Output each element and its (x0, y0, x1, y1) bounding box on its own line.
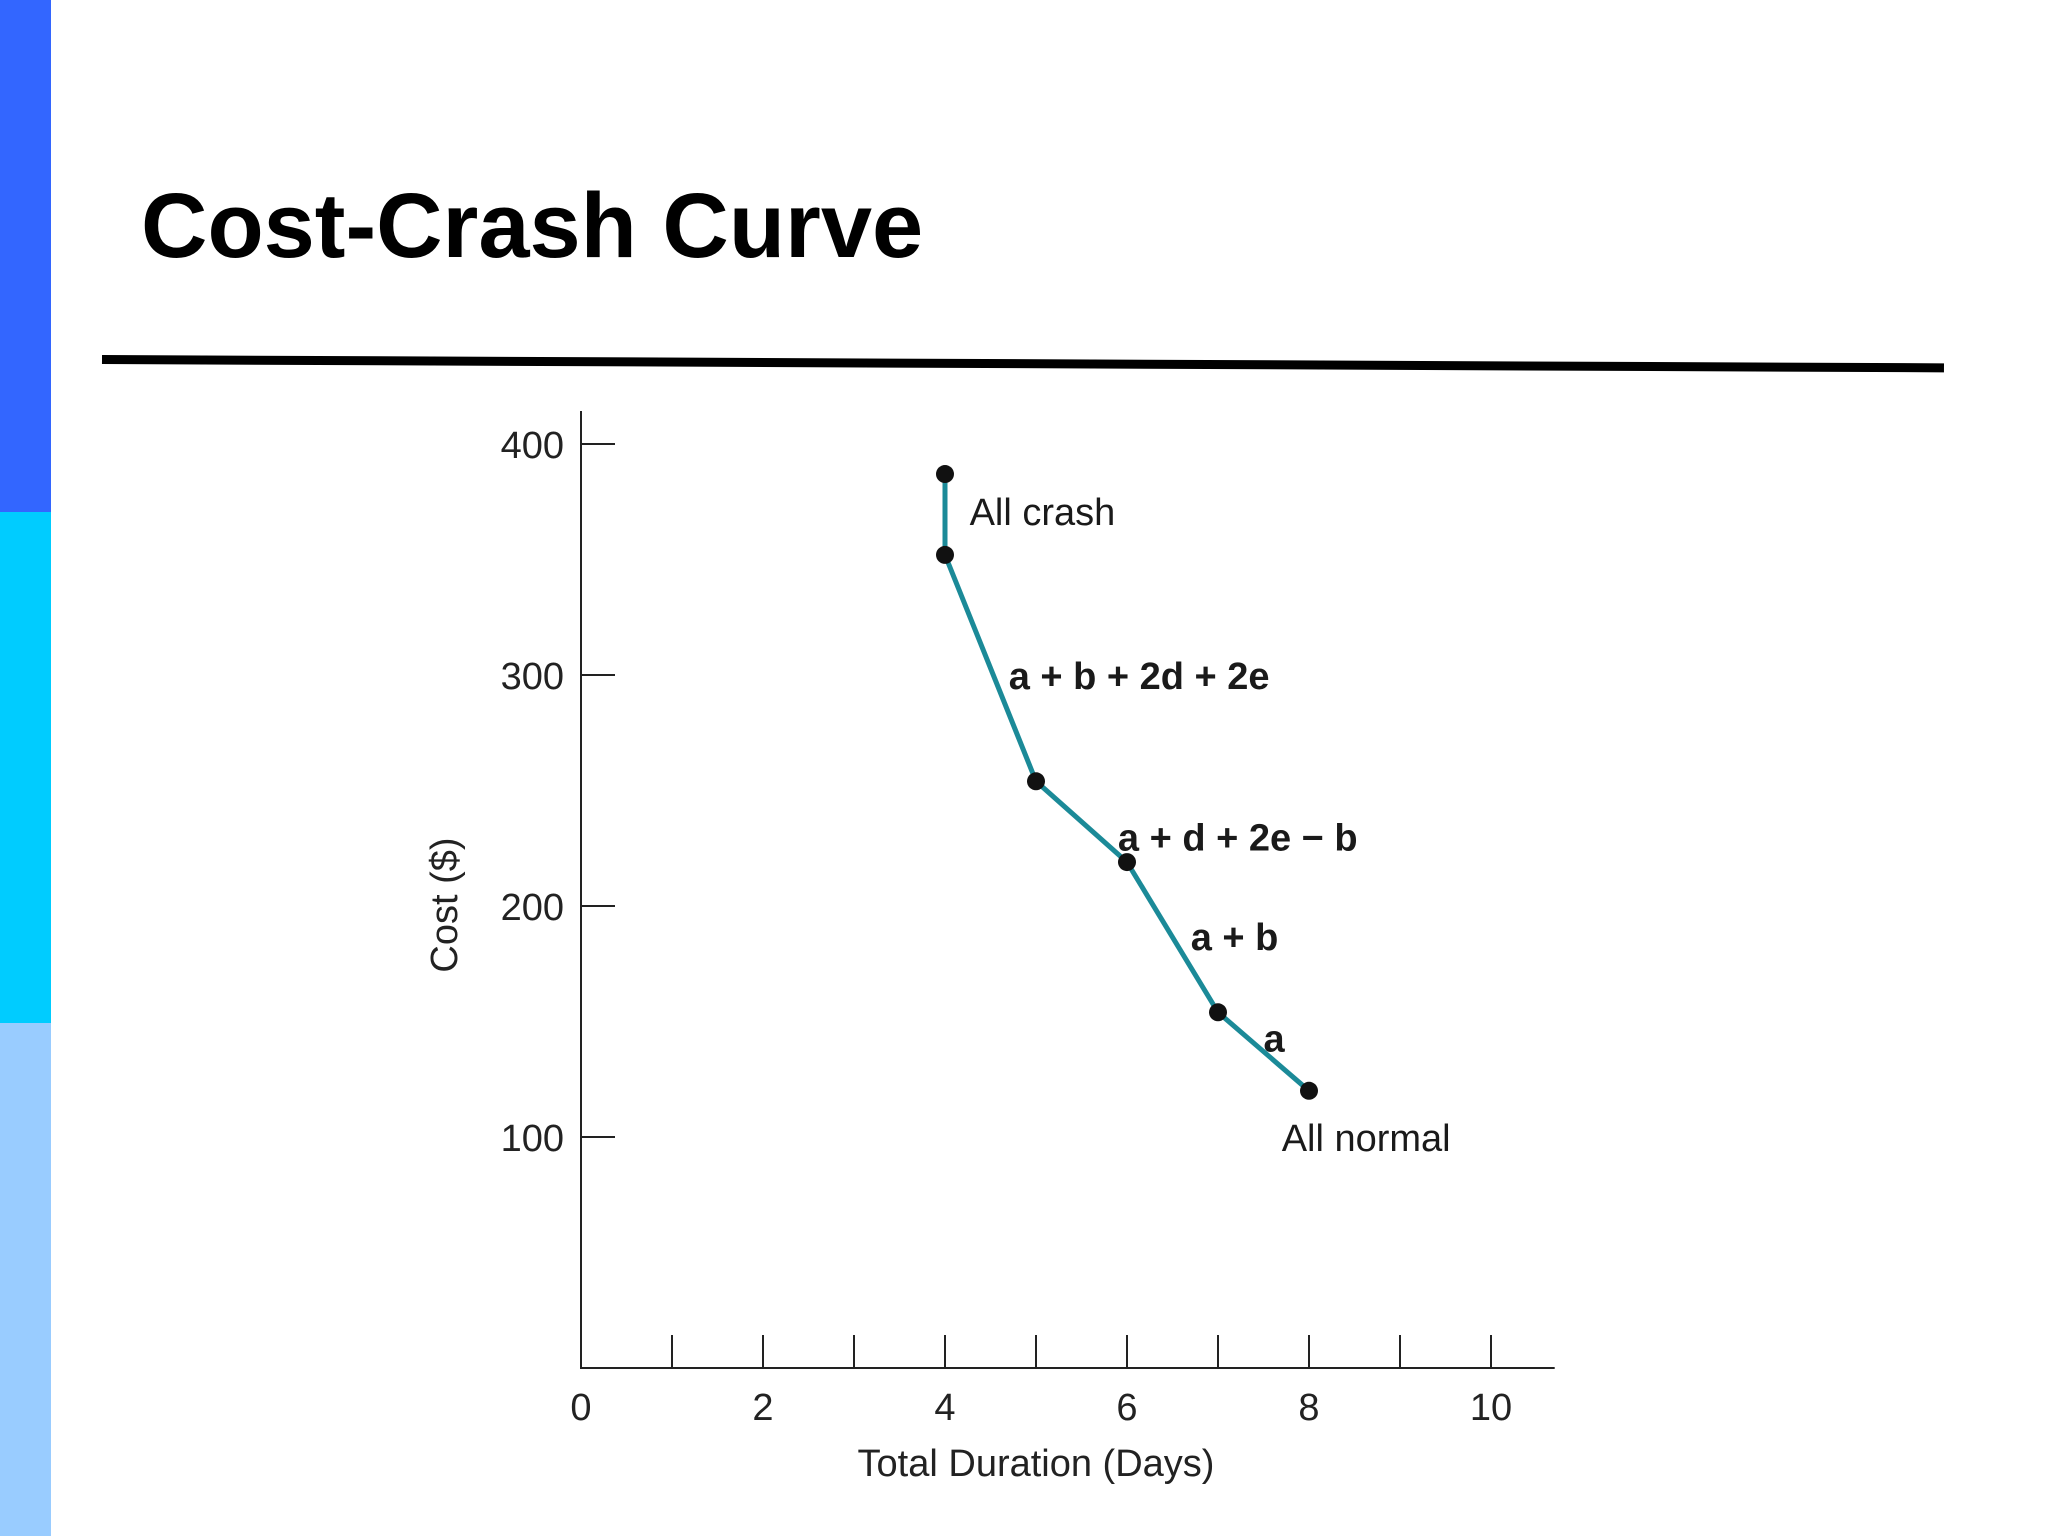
y-axis-label: Cost ($) (424, 837, 466, 972)
data-point (1118, 853, 1136, 872)
x-tick-label: 8 (1298, 1387, 1319, 1429)
x-tick-label: 4 (934, 1387, 955, 1429)
annotation-label: a + d + 2e − b (1118, 818, 1358, 860)
data-point (936, 465, 954, 484)
x-axis-label: Total Duration (Days) (858, 1443, 1215, 1485)
curve-segment (1034, 779, 1129, 864)
accent-bar-middle (0, 512, 51, 1023)
annotation-label: a + b (1191, 917, 1279, 959)
x-tick-label: 6 (1116, 1387, 1137, 1429)
annotation-label: a (1264, 1019, 1286, 1061)
y-tick-label: 400 (501, 425, 564, 467)
annotation-label: a + b + 2d + 2e (1009, 656, 1270, 698)
curve-segment (942, 553, 1039, 783)
data-point (1300, 1081, 1318, 1100)
x-tick-label: 2 (752, 1387, 773, 1429)
accent-bar-bottom (0, 1023, 51, 1536)
y-tick-label: 100 (501, 1118, 564, 1160)
annotation-label: All normal (1282, 1118, 1451, 1160)
x-tick-label: 0 (570, 1387, 591, 1429)
accent-bar-top (0, 0, 51, 512)
curve-segment (1124, 860, 1221, 1014)
slide-title: Cost-Crash Curve (141, 175, 924, 277)
data-point (936, 545, 954, 564)
y-tick-label: 200 (501, 887, 564, 929)
annotation-label: All crash (970, 492, 1116, 534)
data-point (1209, 1003, 1227, 1022)
x-tick-label: 10 (1470, 1387, 1512, 1429)
y-tick-label: 300 (501, 656, 564, 698)
data-point (1027, 772, 1045, 791)
